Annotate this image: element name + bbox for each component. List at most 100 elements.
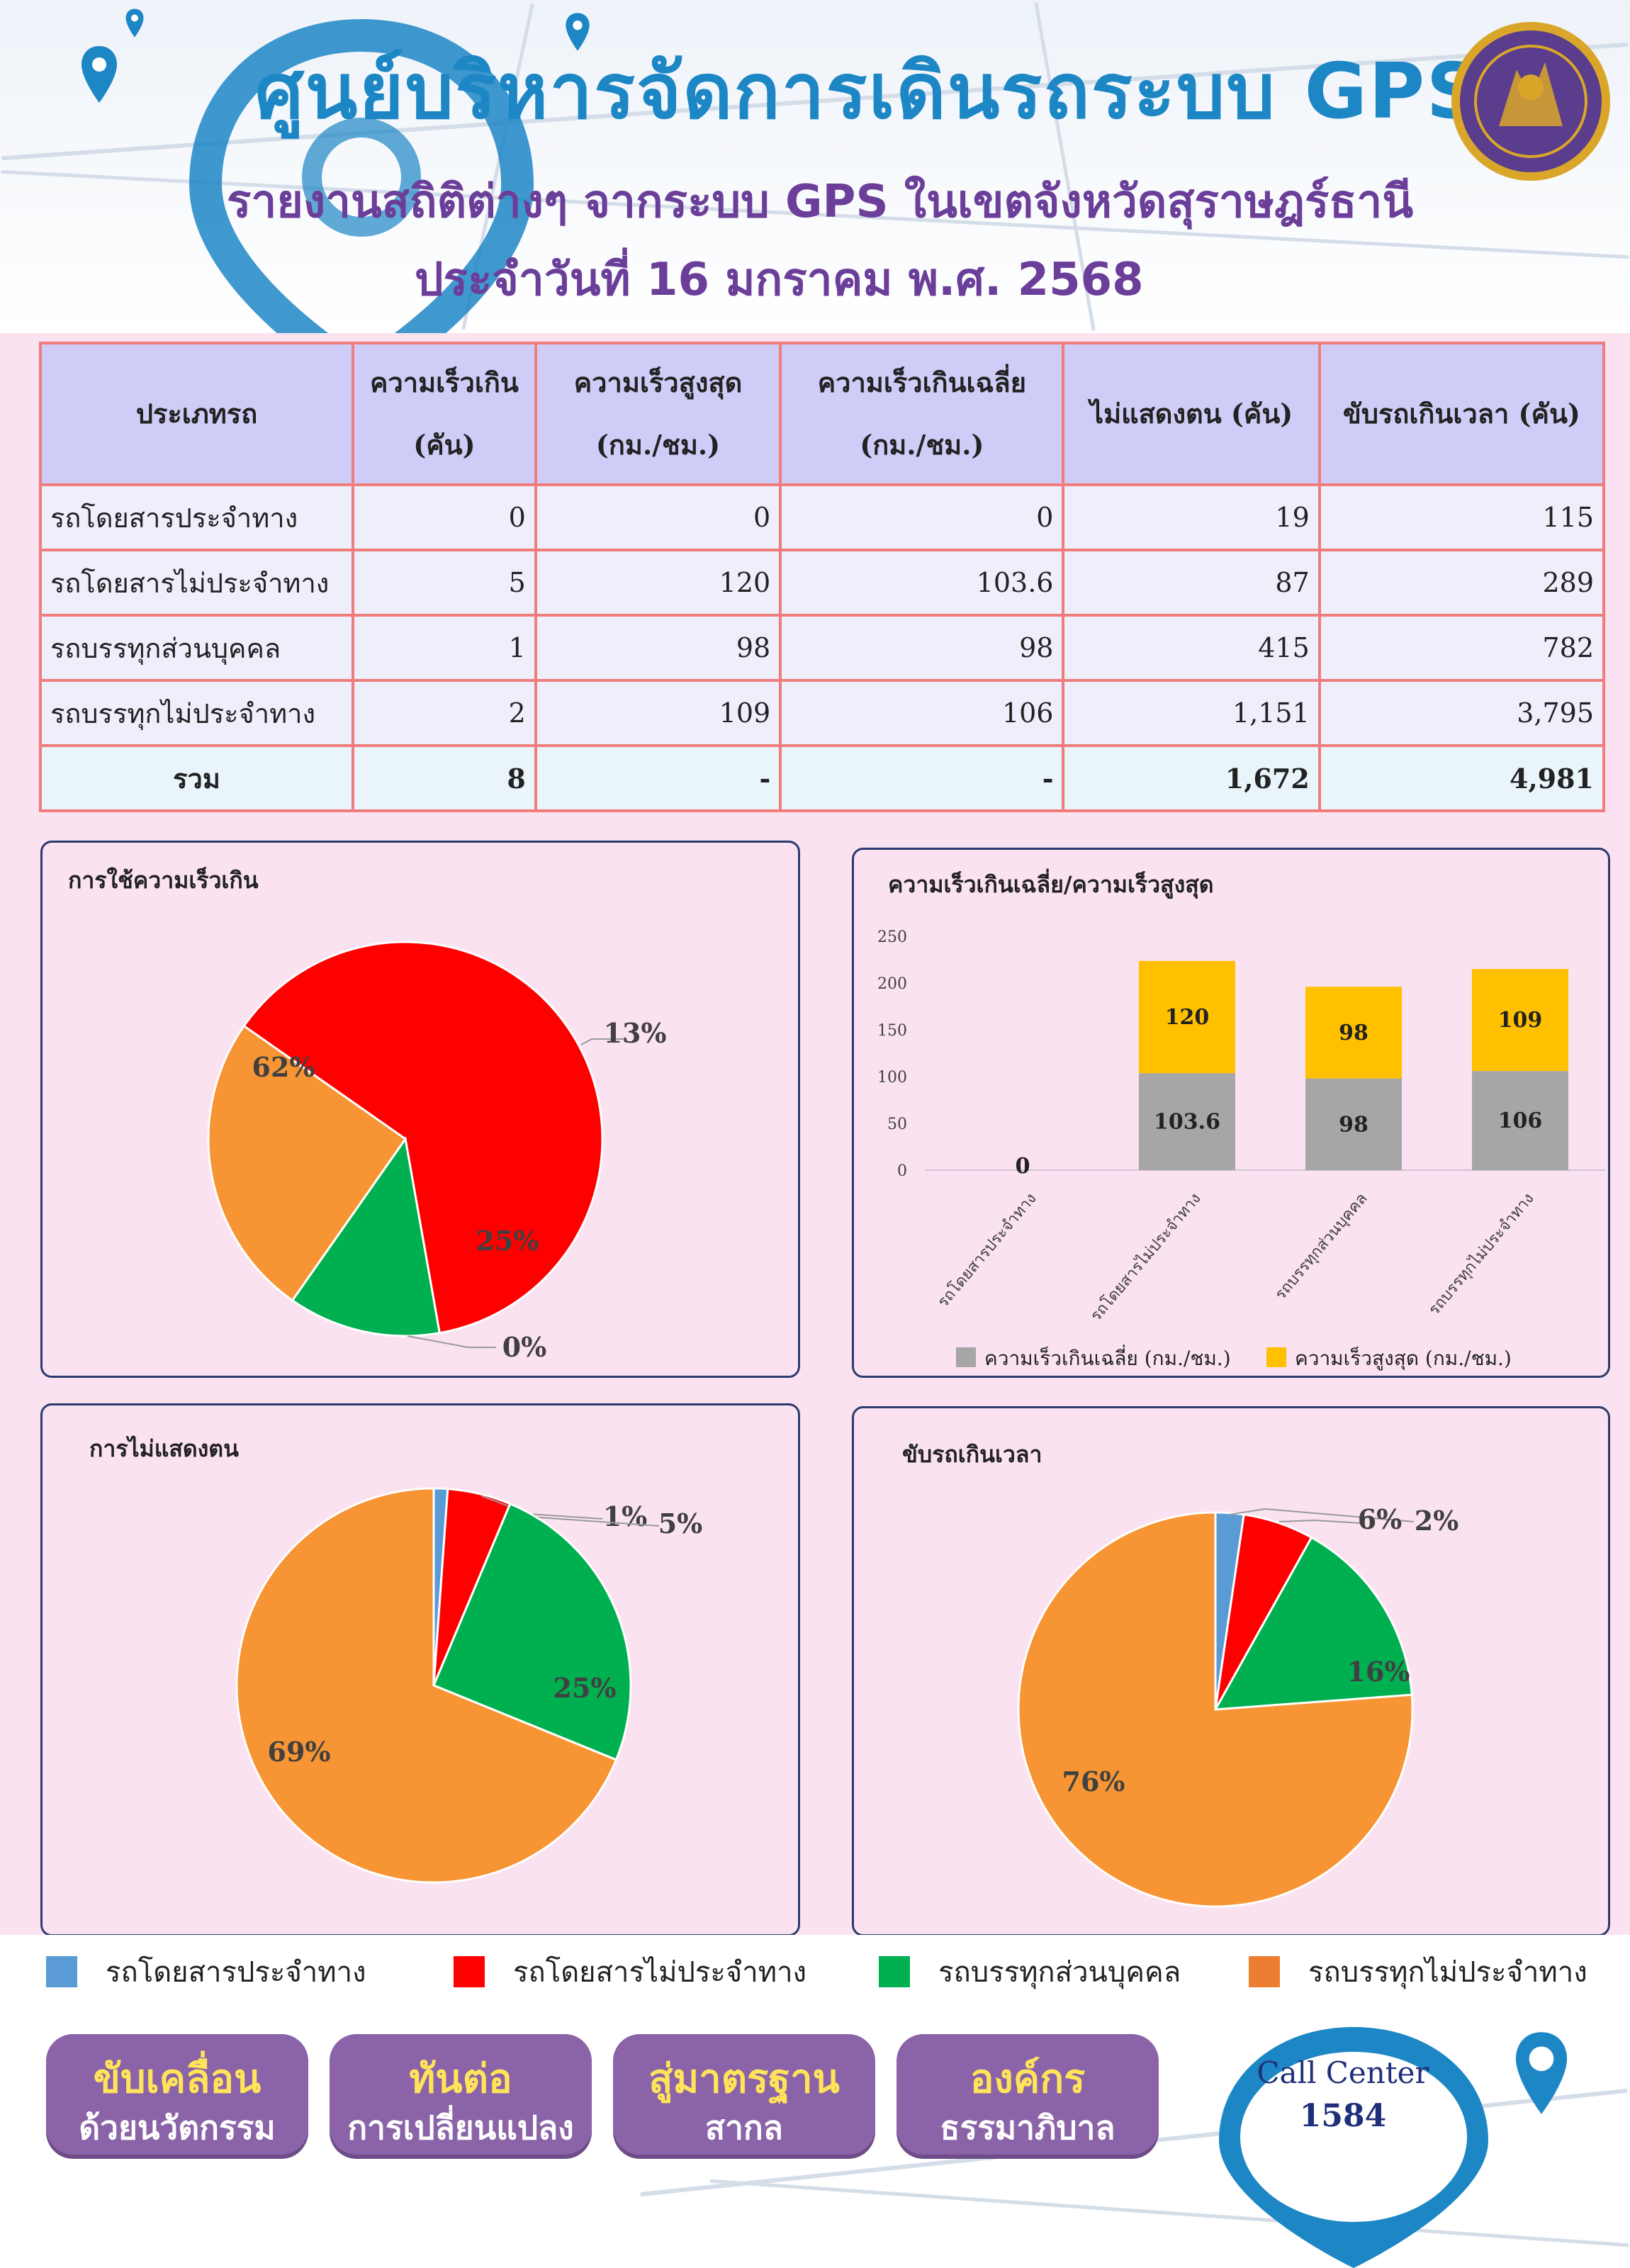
table-cell: 1,672 [1062,744,1321,812]
data-label: 109 [1498,1008,1543,1033]
location-pin-icon [1515,2032,1568,2114]
data-label: 13% [604,1017,667,1049]
leader-line [1278,1519,1361,1524]
department-seal-logo [1451,22,1610,181]
table-cell: รวม [38,744,355,812]
table-cell: รถโดยสารไม่ประจำทาง [38,549,355,617]
badge-line2: สากล [705,2109,783,2147]
legend-item: รถบรรทุกส่วนบุคคล [879,1950,1181,1993]
data-label: 5% [658,1508,703,1539]
table-cell: 415 [1062,614,1321,682]
chart-title: การไม่แสดงตน [89,1435,239,1462]
leader-line [1229,1508,1415,1522]
table-row: รถบรรทุกส่วนบุคคล 1 98 98 415 782 [38,614,1606,682]
pie-slice-truck-private [1213,1536,1413,1711]
location-pin-icon [82,46,117,103]
data-label: 120 [1165,1005,1210,1030]
legend-swatch-max [1266,1347,1286,1367]
badge-line1: ขับเคลื่อน [93,2056,262,2102]
slogan-badge: ทันต่อ การเปลี่ยนแปลง [330,2034,592,2155]
table-cell: 0 [779,483,1065,551]
table-cell: 1 [352,614,537,682]
table-cell: 3,795 [1317,679,1606,747]
bar-chart: 05010015020025000รถโดยสารประจำทาง103.612… [877,928,1605,1325]
page-subtitle: รายงานสถิติต่างๆ จากระบบ GPS ในเขตจังหวั… [227,176,1414,228]
table-cell: 106 [779,679,1065,747]
badge-line2: ด้วยนวัตกรรม [79,2109,276,2147]
legend-item: รถโดยสารไม่ประจำทาง [454,1950,806,1993]
chart-title: การใช้ความเร็วเกิน [68,867,259,894]
data-label: 103.6 [1154,1110,1220,1135]
call-center-label: Call Center [1257,2055,1429,2090]
overtime-pie-panel: ขับรถเกินเวลา 2% 6% 16% 76% [852,1406,1610,1936]
table-cell: 4,981 [1317,744,1606,812]
table-cell: 289 [1317,549,1606,617]
y-tick-label: 150 [877,1022,907,1040]
legend-swatch [454,1956,485,1987]
table-cell: 0 [352,483,537,551]
table-cell: 19 [1062,483,1321,551]
chart-legend: รถโดยสารประจำทาง รถโดยสารไม่ประจำทาง รถบ… [0,1935,1630,2013]
data-label: 69% [268,1736,331,1768]
chart-title: ขับรถเกินเวลา [902,1441,1042,1468]
table-cell: 2 [352,679,537,747]
x-tick-label: รถโดยสารประจำทาง [934,1189,1040,1311]
legend-label: ความเร็วเกินเฉลี่ย (กม./ชม.) [984,1347,1231,1370]
data-label: 25% [476,1225,539,1257]
pie-chart: 0% 62% 13% 25% [207,941,667,1363]
bar-avg-speed [1472,1071,1568,1170]
table-row: รถโดยสารไม่ประจำทาง 5 120 103.6 87 289 [38,549,1606,617]
page-title: ศูนย์บริหารจัดการเดินรถระบบ GPS [255,47,1483,136]
table-header-cell: ประเภทรถ [38,342,355,486]
legend-label: รถโดยสารประจำทาง [106,1956,366,1989]
table-header-cell: ไม่แสดงตน (คัน) [1062,342,1321,486]
legend-swatch [879,1956,910,1987]
noshow-pie-panel: การไม่แสดงตน 1% 5% 25% 69% [40,1403,800,1936]
location-pin-icon [1219,2027,1488,2268]
speeding-pie-panel: การใช้ความเร็วเกิน 0% 62% 13% 25% [40,841,800,1378]
location-pin-icon [125,9,144,38]
table-cell: 5 [352,549,537,617]
pie-slice-truck-private [432,1502,632,1761]
bar-max-speed [1139,960,1235,1074]
data-label: 0 [1016,1154,1030,1179]
bar-avg-speed [1305,1078,1402,1170]
x-tick-label: รถโดยสารไม่ประจำทาง [1086,1189,1204,1325]
legend-label: รถบรรทุกส่วนบุคคล [938,1956,1181,1989]
y-tick-label: 250 [877,928,907,946]
location-pin-icon [566,13,590,51]
table-cell: 782 [1317,614,1606,682]
pie-chart: 1% 5% 25% 69% [235,1487,703,1884]
pie-slice-truck-nonfixed [1017,1511,1414,1908]
header: ศูนย์บริหารจัดการเดินรถระบบ GPS รายงานสถ… [0,0,1630,333]
table-cell: 0 [534,483,782,551]
table-row: รถโดยสารประจำทาง 0 0 0 19 115 [38,483,1606,551]
table-cell: 115 [1317,483,1606,551]
table-cell: รถบรรทุกส่วนบุคคล [38,614,355,682]
table-header-cell: ความเร็วเกิน (คัน) [352,342,537,486]
slogan-badge: องค์กร ธรรมาภิบาล [896,2034,1159,2155]
data-label: 16% [1347,1656,1410,1688]
legend-label: รถบรรทุกไม่ประจำทาง [1308,1956,1587,1989]
legend-item: รถบรรทุกไม่ประจำทาง [1249,1950,1587,1993]
table-cell: 103.6 [779,549,1065,617]
legend-swatch-avg [956,1347,976,1367]
pie-slice-truck-nonfixed [235,1487,618,1884]
pie-slice-bus-nonfixed [242,941,604,1335]
badge-line2: ธรรมาภิบาล [940,2109,1115,2147]
data-label: 98 [1339,1021,1368,1045]
y-tick-label: 50 [887,1116,907,1133]
pie-slice-truck-nonfixed [207,1024,408,1302]
y-tick-label: 100 [877,1069,907,1087]
location-pin-icon [189,18,534,333]
table-cell: รถบรรทุกไม่ประจำทาง [38,679,355,747]
data-label: 106 [1498,1108,1543,1133]
badge-line1: องค์กร [969,2056,1086,2102]
report-date: ประจำวันที่ 16 มกราคม พ.ศ. 2568 [415,254,1144,306]
data-label: 98 [1339,1112,1368,1137]
table-cell: - [534,744,782,812]
badge-line1: ทันต่อ [409,2056,512,2102]
table-cell: 109 [534,679,782,747]
table-cell: 8 [352,744,537,812]
legend-label: ความเร็วสูงสุด (กม./ชม.) [1295,1347,1512,1370]
